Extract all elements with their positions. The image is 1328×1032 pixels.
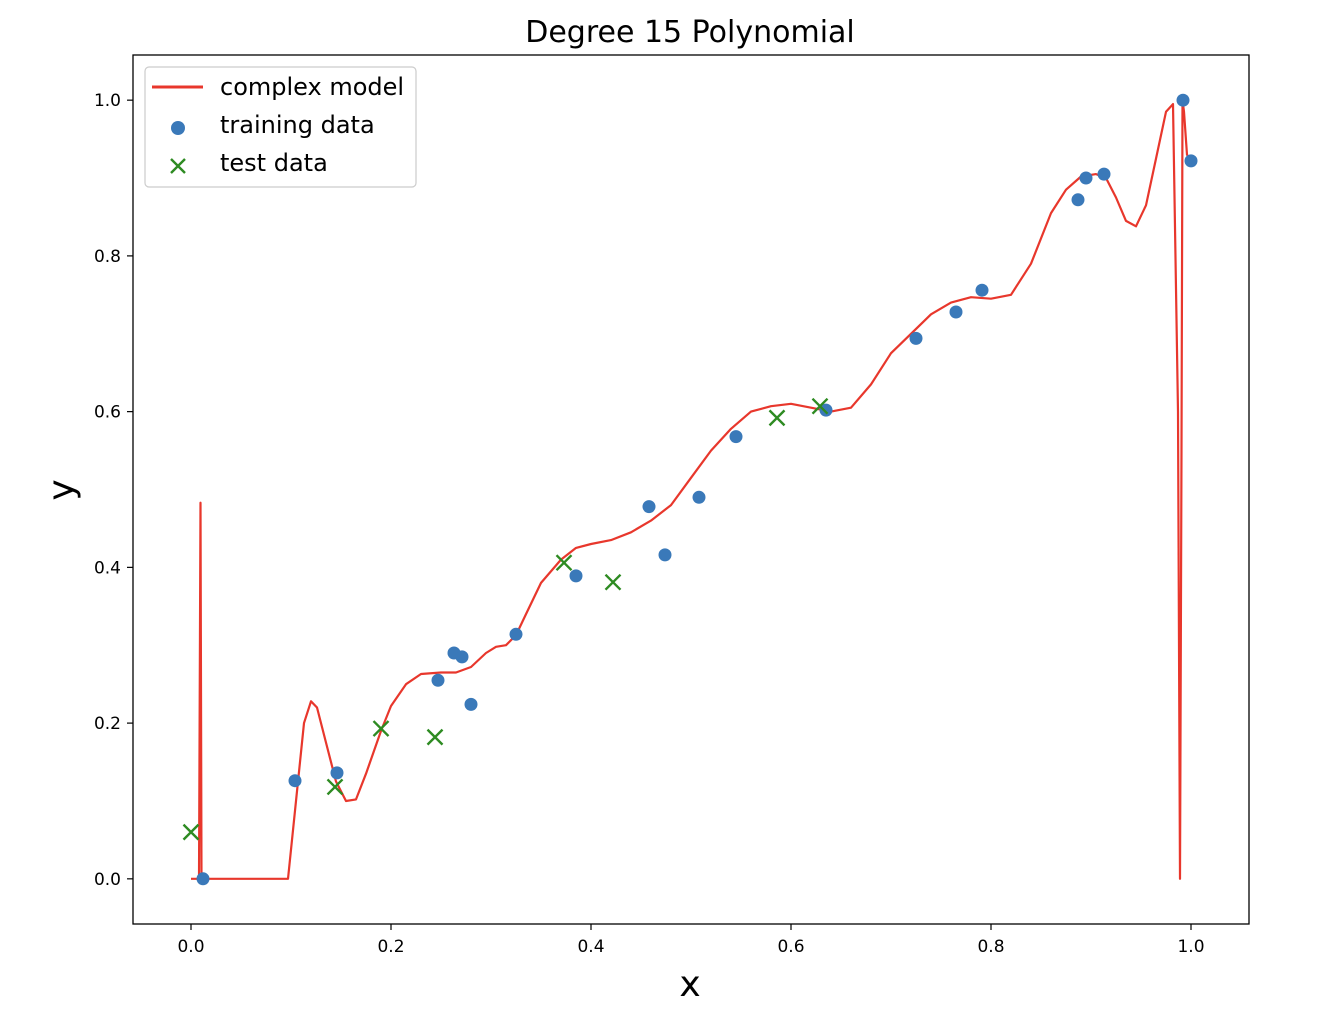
x-tick-label: 0.0 <box>177 937 204 957</box>
y-tick-label: 0.4 <box>94 558 121 578</box>
test-point <box>426 728 444 746</box>
legend-label-test-data: test data <box>220 149 328 177</box>
test-point <box>326 778 344 796</box>
chart-title: Degree 15 Polynomial <box>525 15 855 50</box>
training-point <box>1071 193 1085 207</box>
test-point <box>768 409 786 427</box>
training-point <box>819 403 833 417</box>
legend-x-swatch <box>170 158 186 174</box>
training-point <box>569 569 583 583</box>
training-point <box>975 283 989 297</box>
training-point <box>1079 171 1093 185</box>
training-point <box>464 697 478 711</box>
test-point <box>604 573 622 591</box>
series-layer <box>182 93 1198 886</box>
training-point <box>1184 154 1198 168</box>
plot-frame <box>132 54 1250 925</box>
training-point <box>1097 167 1111 181</box>
training-point <box>692 490 706 504</box>
test-point <box>372 720 390 737</box>
x-tick-label: 1.0 <box>1177 937 1204 957</box>
training-point <box>509 627 523 641</box>
y-tick-label: 1.0 <box>94 91 121 111</box>
training-point <box>455 650 469 664</box>
plot-area: 0.0 0.2 0.4 0.6 0.8 1.0 0.0 0.2 0.4 0.6 0.8 1.0 <box>94 54 1250 957</box>
test-point <box>555 554 573 572</box>
x-tick-label: 0.2 <box>377 937 404 957</box>
x-tick-label: 0.4 <box>577 937 604 957</box>
legend-label-training-data: training data <box>220 111 375 139</box>
legend-frame <box>144 66 417 188</box>
training-point <box>729 430 743 444</box>
test-point <box>811 397 829 415</box>
training-point <box>431 673 445 687</box>
legend: complex model training data test data <box>144 66 417 188</box>
x-tick-label: 0.8 <box>977 937 1004 957</box>
legend-label-complex-model: complex model <box>220 73 404 101</box>
training-point <box>909 331 923 345</box>
y-tick-label: 0.0 <box>94 870 121 890</box>
training-point <box>642 500 656 514</box>
y-tick-label: 0.2 <box>94 714 121 734</box>
training-point <box>658 548 672 562</box>
x-axis-ticks: 0.0 0.2 0.4 0.6 0.8 1.0 <box>177 924 1205 957</box>
x-axis-label: x <box>679 964 700 1005</box>
training-point <box>949 305 963 319</box>
training-point <box>196 872 210 886</box>
legend-circle-swatch <box>171 121 185 135</box>
y-tick-label: 0.6 <box>94 403 121 423</box>
training-point <box>288 774 302 788</box>
complex-model-line <box>191 99 1192 880</box>
training-point <box>1176 93 1190 107</box>
x-tick-label: 0.6 <box>777 937 804 957</box>
y-axis-ticks: 0.0 0.2 0.4 0.6 0.8 1.0 <box>94 91 133 890</box>
test-point <box>182 823 200 841</box>
training-point <box>330 766 344 780</box>
y-axis-label: y <box>41 479 82 500</box>
y-tick-label: 0.8 <box>94 247 121 267</box>
